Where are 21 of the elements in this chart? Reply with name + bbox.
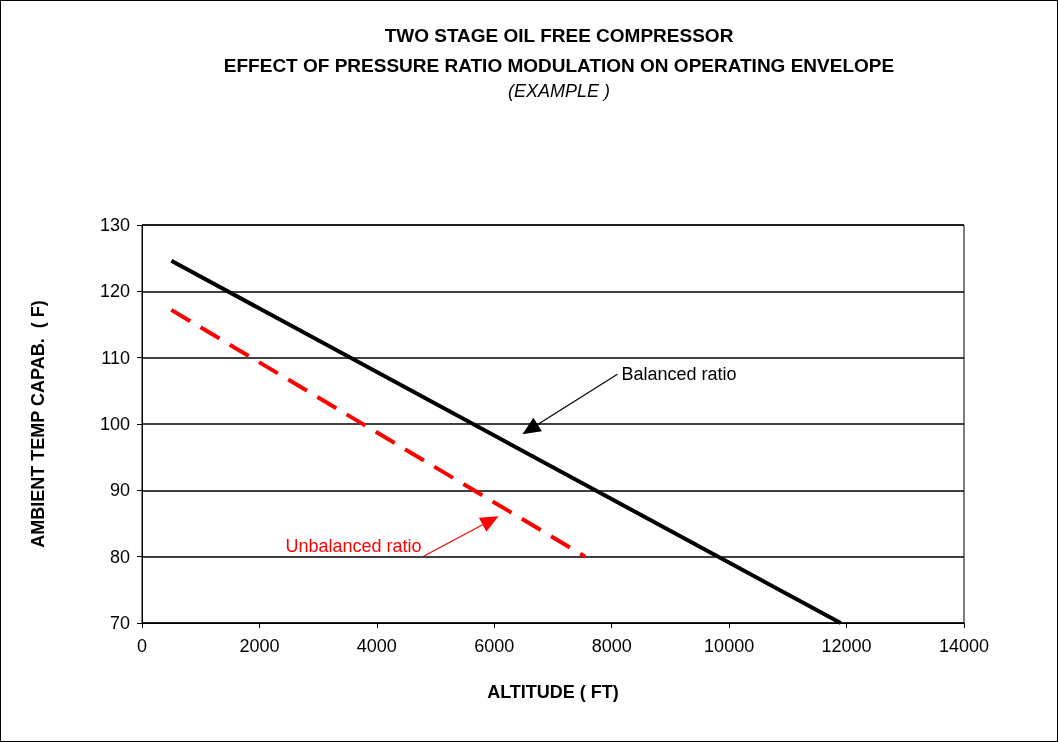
y-axis-title: AMBIENT TEMP CAPAB. ( F)	[28, 300, 48, 548]
y-tick-label: 110	[101, 347, 130, 368]
y-tick-label: 130	[99, 215, 130, 235]
x-tick-label: 4000	[356, 636, 397, 656]
x-tick-label: 8000	[591, 636, 632, 656]
chart-subtitle: (EXAMPLE )	[507, 81, 611, 101]
y-tick-label: 80	[109, 546, 130, 567]
x-tick-label: 0	[136, 636, 148, 656]
y-tick-label: 120	[99, 281, 130, 302]
x-tick-label: 14000	[938, 636, 990, 656]
x-tick-label: 12000	[821, 636, 872, 656]
legend-label: Unbalanced ratio	[285, 536, 422, 557]
x-axis-title: ALTITUDE ( FT)	[487, 682, 619, 702]
x-tick-label: 2000	[239, 636, 280, 656]
chart-title: TWO STAGE OIL FREE COMPRESSOR EFFECT OF PRESSURE RATIO MODULATION ON OPERATING ENVELOPE	[223, 24, 895, 76]
x-tick-label: 10000	[704, 636, 755, 656]
y-tick-label: 100	[99, 414, 130, 434]
y-tick-label: 70	[109, 613, 130, 633]
text: Balanced ratio	[621, 364, 737, 385]
x-tick-label: 6000	[474, 636, 515, 656]
y-tick-label: 90	[109, 480, 130, 501]
